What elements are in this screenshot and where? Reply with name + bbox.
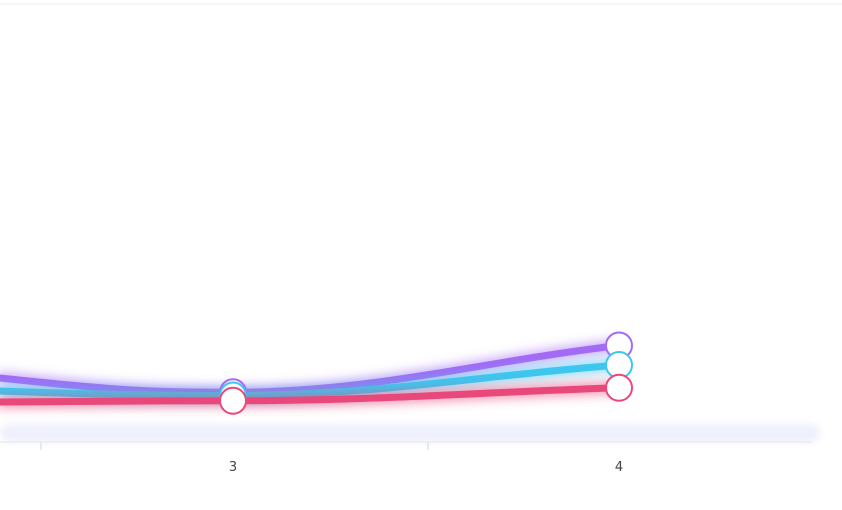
x-tick-label: 4 bbox=[615, 460, 623, 475]
series-layer bbox=[0, 342, 623, 406]
series-line-3 bbox=[0, 384, 623, 406]
series-line-1 bbox=[0, 342, 623, 396]
points-layer bbox=[219, 331, 633, 415]
data-point[interactable] bbox=[605, 373, 633, 402]
x-tick-label: 3 bbox=[229, 460, 237, 475]
data-point[interactable] bbox=[219, 386, 247, 415]
axis-shadow bbox=[0, 424, 820, 442]
series-line-2 bbox=[0, 361, 623, 400]
